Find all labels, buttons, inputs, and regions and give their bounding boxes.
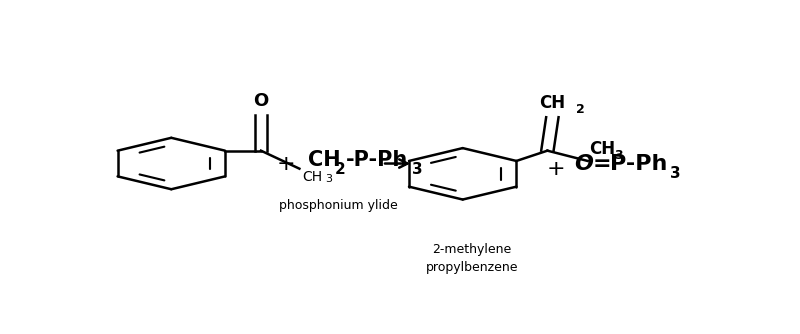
Text: +: + [277,154,295,174]
Text: 2: 2 [576,103,585,116]
Text: propylbenzene: propylbenzene [426,261,518,274]
Text: 2-methylene: 2-methylene [432,243,512,256]
Text: +: + [546,159,565,179]
Text: CH: CH [302,170,322,184]
Text: CH: CH [539,94,566,112]
Text: phosphonium ylide: phosphonium ylide [279,199,398,212]
Text: 3: 3 [670,166,681,181]
Text: =: = [593,154,611,174]
Text: CH: CH [590,140,616,158]
Text: P-Ph: P-Ph [610,154,668,174]
Text: 3: 3 [325,174,332,184]
Text: CH: CH [308,150,340,170]
Text: O: O [254,92,269,110]
Text: 2: 2 [335,162,346,177]
Text: 3: 3 [614,149,622,162]
Text: 3: 3 [412,162,422,177]
Text: O: O [574,154,593,174]
Text: -P-Ph: -P-Ph [346,150,408,170]
